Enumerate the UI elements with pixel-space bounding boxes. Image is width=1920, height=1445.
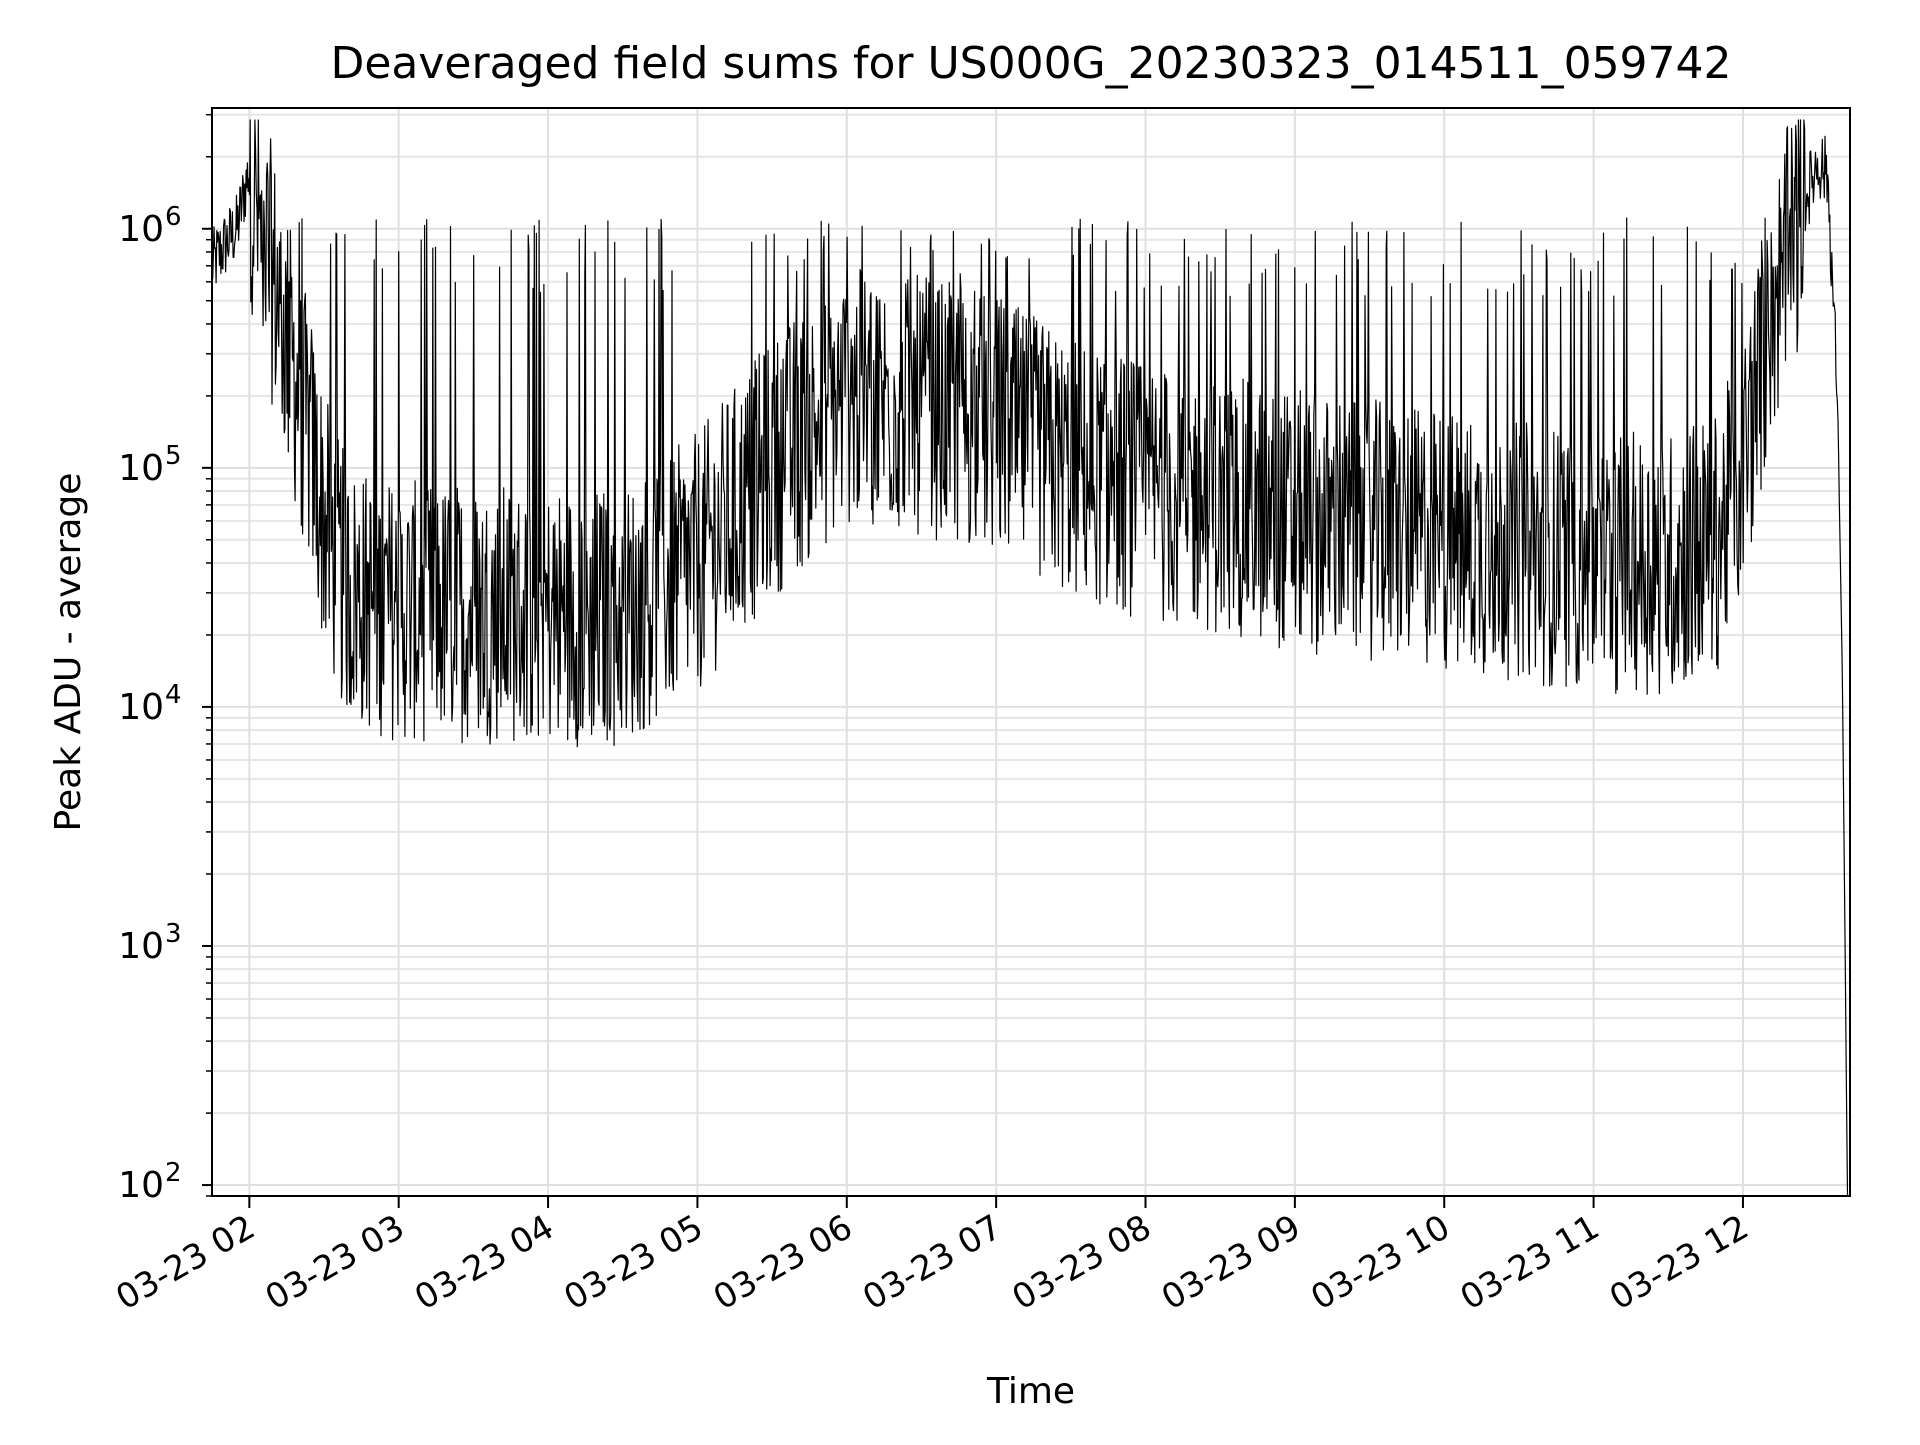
y-tick-exponent: 4	[165, 680, 182, 710]
y-tick-exponent: 6	[165, 202, 182, 232]
y-tick-label: 10	[118, 1165, 164, 1206]
x-axis-label: Time	[986, 1371, 1075, 1412]
y-tick-exponent: 3	[165, 919, 182, 949]
y-axis-label: Peak ADU - average	[48, 473, 89, 832]
y-tick-exponent: 5	[165, 441, 182, 471]
y-tick-label: 10	[118, 687, 164, 728]
y-tick-exponent: 2	[165, 1158, 182, 1188]
grid	[212, 108, 1850, 1197]
series-layer	[211, 119, 1849, 1197]
y-tick-label: 10	[118, 209, 164, 250]
y-tick-label: 10	[118, 926, 164, 967]
chart-title: Deaveraged field sums for US000G_2023032…	[330, 38, 1731, 89]
y-tick-label: 10	[118, 448, 164, 489]
series-line-0	[211, 119, 1849, 1197]
plot-frame	[211, 107, 1851, 1197]
